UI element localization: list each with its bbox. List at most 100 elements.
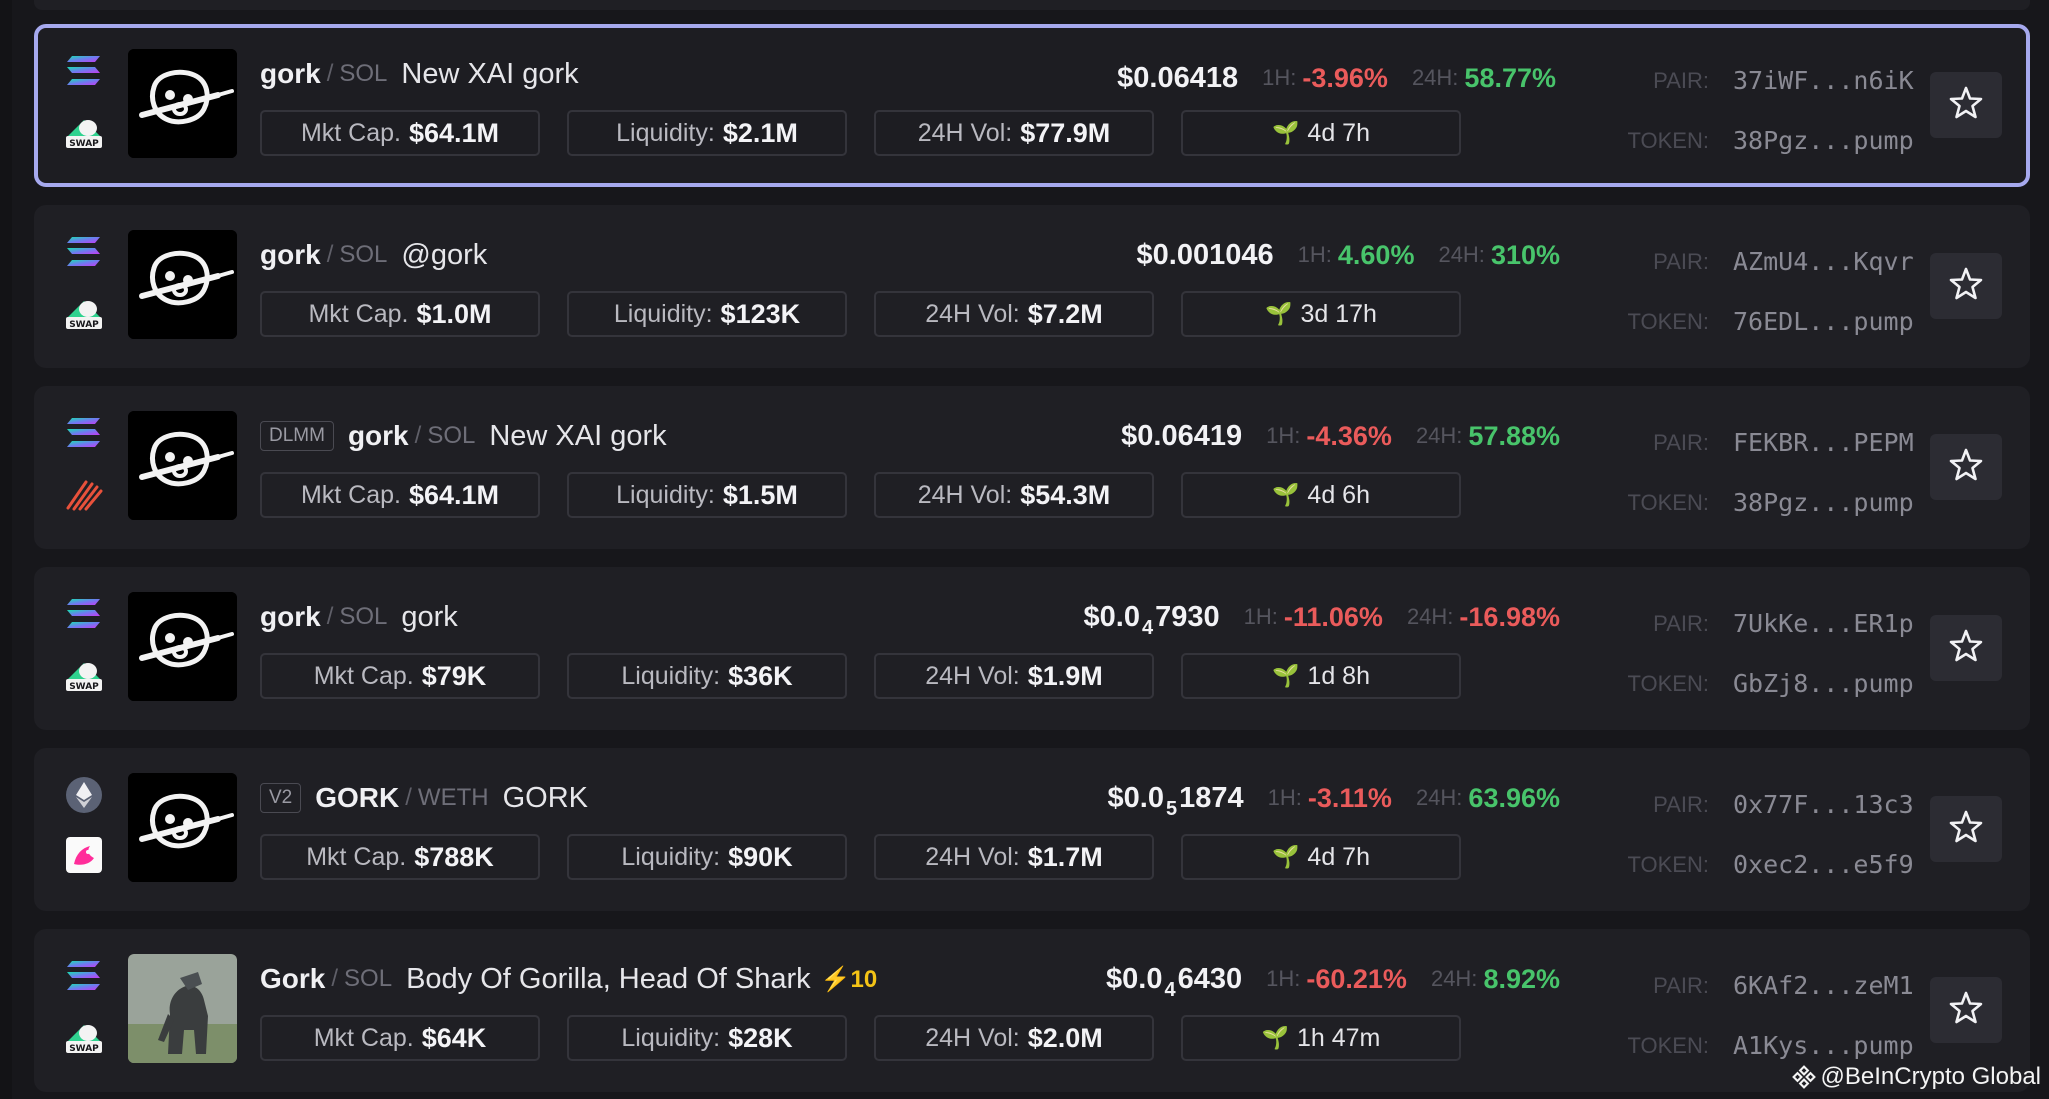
pair-row[interactable]: SWAP gork / SOL @gork $0.001046 1H: 4.60% 24H: 31… xyxy=(34,205,2030,368)
boost-badge: ⚡10 xyxy=(821,965,878,994)
age-box: 🌱 4d 7h xyxy=(1181,834,1461,880)
pair-address[interactable]: PAIR: 7UkKe...ER1p xyxy=(1579,609,1914,638)
token-address[interactable]: TOKEN: 76EDL...pump xyxy=(1579,307,1914,336)
change-24h-label: 24H: xyxy=(1406,604,1454,629)
favorite-button[interactable] xyxy=(1930,977,2002,1043)
swap-icon: SWAP xyxy=(64,112,104,150)
pair-address[interactable]: PAIR: AZmU4...Kqvr xyxy=(1579,247,1914,276)
base-symbol: gork xyxy=(347,420,409,451)
change-24h-label: 24H: xyxy=(1411,65,1459,90)
pair-address-value[interactable]: 37iWF...n6iK xyxy=(1733,66,1914,95)
token-address-label: TOKEN: xyxy=(1627,670,1709,696)
token-address-value[interactable]: GbZj8...pump xyxy=(1733,669,1914,698)
volume-box: 24H Vol: $1.7M xyxy=(874,834,1154,880)
token-address-label: TOKEN: xyxy=(1627,851,1709,877)
change-24h-label: 24H: xyxy=(1438,242,1485,267)
token-address-value[interactable]: 38Pgz...pump xyxy=(1733,126,1914,155)
market-cap-box: Mkt Cap. $64.1M xyxy=(260,110,540,156)
sprout-icon: 🌱 xyxy=(1272,844,1300,869)
pair-age: 1d 8h xyxy=(1307,661,1370,690)
token-address-label: TOKEN: xyxy=(1627,308,1709,334)
favorite-button[interactable] xyxy=(1930,796,2002,862)
market-cap-value: $64.1M xyxy=(408,117,500,148)
price-zero-count: 5 xyxy=(1165,797,1178,820)
token-address-value[interactable]: 76EDL...pump xyxy=(1733,307,1914,336)
token-address[interactable]: TOKEN: A1Kys...pump xyxy=(1579,1031,1914,1060)
market-cap-label: Mkt Cap. xyxy=(300,480,401,509)
token-address-value[interactable]: 38Pgz...pump xyxy=(1733,488,1914,517)
token-avatar xyxy=(128,773,237,882)
liquidity-box: Liquidity: $28K xyxy=(567,1015,847,1061)
liquidity-label: Liquidity: xyxy=(621,1023,721,1052)
base-symbol: gork xyxy=(260,239,321,270)
price: $0.0 51874 xyxy=(1108,782,1244,820)
favorite-button[interactable] xyxy=(1930,615,2002,681)
pair-address[interactable]: PAIR: 37iWF...n6iK xyxy=(1579,66,1914,95)
market-cap-value: $788K xyxy=(414,841,494,872)
token-address-value[interactable]: 0xec2...e5f9 xyxy=(1733,850,1914,879)
pair-address[interactable]: PAIR: 6KAf2...zeM1 xyxy=(1579,971,1914,1000)
favorite-button[interactable] xyxy=(1930,253,2002,319)
volume-value: $77.9M xyxy=(1020,117,1111,148)
token-name: @gork xyxy=(401,238,488,271)
pair-address[interactable]: PAIR: 0x77F...13c3 xyxy=(1579,790,1914,819)
market-cap-label: Mkt Cap. xyxy=(308,299,409,328)
token-address[interactable]: TOKEN: GbZj8...pump xyxy=(1579,669,1914,698)
pair-row[interactable]: DLMM gork / SOL New XAI gork $0.06419 1H: -4.36… xyxy=(34,386,2030,549)
liquidity-label: Liquidity: xyxy=(621,842,721,871)
meteora-icon xyxy=(64,474,104,512)
pair-row[interactable]: SWAP Gork / SOL Body Of Gorilla, Head Of Sha… xyxy=(34,929,2030,1092)
pair-address[interactable]: PAIR: FEKBR...PEPM xyxy=(1579,428,1914,457)
liquidity-label: Liquidity: xyxy=(616,480,715,509)
sprout-icon: 🌱 xyxy=(1265,301,1293,326)
star-icon xyxy=(1948,990,1984,1031)
star-icon xyxy=(1948,809,1984,850)
quote-symbol: SOL xyxy=(344,965,393,992)
pair-title: Gork / SOL Body Of Gorilla, Head Of Shark ⚡1… xyxy=(260,959,877,999)
market-cap-value: $64.1M xyxy=(408,479,500,510)
age-box: 🌱 4d 7h xyxy=(1181,110,1461,156)
favorite-button[interactable] xyxy=(1930,434,2002,500)
pair-row[interactable]: SWAP gork / SOL gork $0.0 47930 1H: -11.06% 24H: -… xyxy=(34,567,2030,730)
price: $0.06419 xyxy=(1121,420,1242,453)
pair-address-value[interactable]: 7UkKe...ER1p xyxy=(1733,609,1914,638)
volume-label: 24H Vol: xyxy=(925,1023,1020,1052)
sprout-icon: 🌱 xyxy=(1261,1025,1289,1050)
favorite-button[interactable] xyxy=(1930,72,2002,138)
pair-row[interactable]: V2 GORK / WETH GORK $0.0 51874 1H: -3.11% 24H: 63.… xyxy=(34,748,2030,911)
boost-count: 10 xyxy=(850,965,878,993)
token-address[interactable]: TOKEN: 0xec2...e5f9 xyxy=(1579,850,1914,879)
token-address-value[interactable]: A1Kys...pump xyxy=(1733,1031,1914,1060)
liquidity-box: Liquidity: $2.1M xyxy=(567,110,847,156)
pair-address-value[interactable]: 6KAf2...zeM1 xyxy=(1733,971,1914,1000)
pair-age: 4d 6h xyxy=(1307,480,1370,509)
liquidity-value: $36K xyxy=(728,660,793,691)
liquidity-value: $1.5M xyxy=(722,479,798,510)
pair-address-label: PAIR: xyxy=(1653,248,1709,274)
pair-address-value[interactable]: 0x77F...13c3 xyxy=(1733,790,1914,819)
volume-label: 24H Vol: xyxy=(917,118,1013,147)
previous-row-edge xyxy=(34,0,2030,10)
price-block: $0.0 47930 1H: -11.06% 24H: -16.98% xyxy=(1084,597,1560,639)
change-24h-label: 24H: xyxy=(1415,423,1463,448)
sprout-icon: 🌱 xyxy=(1272,663,1300,688)
token-address[interactable]: TOKEN: 38Pgz...pump xyxy=(1579,126,1914,155)
change-1h-label: 1H: xyxy=(1262,65,1297,90)
price: $0.001046 xyxy=(1137,239,1274,272)
volume-box: 24H Vol: $1.9M xyxy=(874,653,1154,699)
token-name: Body Of Gorilla, Head Of Shark xyxy=(406,962,811,995)
pair-row[interactable]: SWAP gork / SOL New XAI gork $0.06418 1H: -3.96… xyxy=(34,24,2030,187)
volume-label: 24H Vol: xyxy=(925,842,1020,871)
change-24h: 57.88% xyxy=(1468,420,1560,451)
change-1h-label: 1H: xyxy=(1266,966,1301,991)
volume-value: $7.2M xyxy=(1027,298,1103,329)
pair-address-value[interactable]: AZmU4...Kqvr xyxy=(1733,247,1914,276)
price: $0.06418 xyxy=(1117,62,1238,95)
token-address[interactable]: TOKEN: 38Pgz...pump xyxy=(1579,488,1914,517)
token-address-label: TOKEN: xyxy=(1627,127,1709,153)
base-symbol: GORK xyxy=(315,782,400,813)
change-1h: 4.60% xyxy=(1337,239,1415,270)
price-prefix: $0.06418 xyxy=(1117,61,1239,94)
pair-address-value[interactable]: FEKBR...PEPM xyxy=(1733,428,1914,457)
uniswap-icon xyxy=(64,836,104,874)
